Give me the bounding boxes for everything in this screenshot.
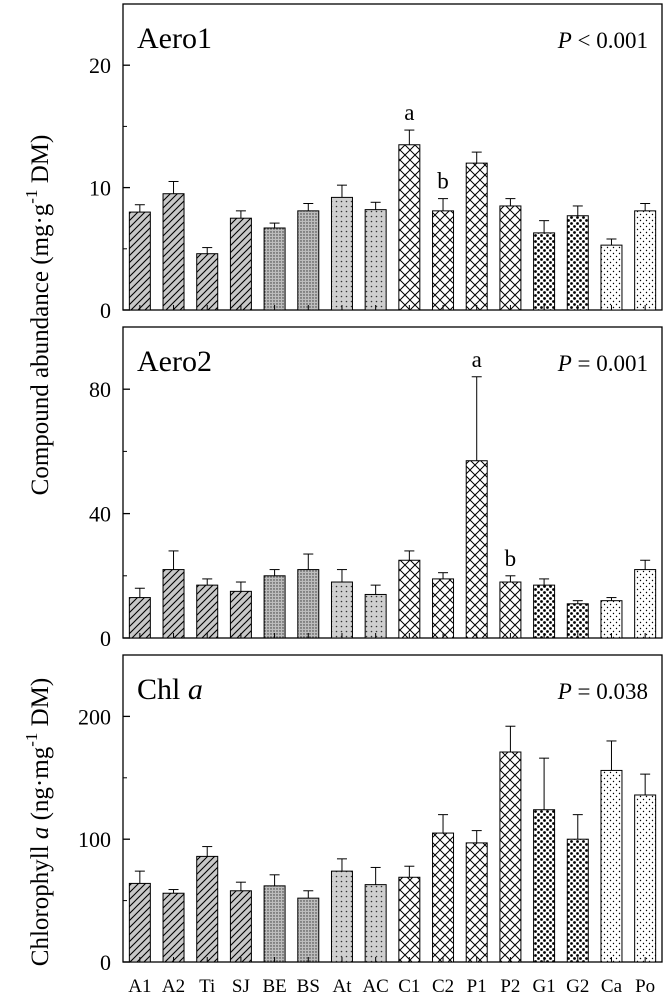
panel-title: Aero2 (137, 345, 212, 378)
bar-G1 (533, 809, 556, 963)
bar-Ca (600, 600, 623, 639)
bar-SJ (229, 590, 252, 639)
x-category-label: A2 (162, 976, 185, 997)
bar-Ti (196, 855, 219, 963)
bar-G2 (566, 838, 589, 963)
bar-BS (297, 210, 320, 311)
x-category-label: A1 (128, 976, 151, 997)
y-tick-label: 200 (78, 704, 111, 729)
y-tick-label: 0 (100, 950, 111, 975)
x-category-label: BE (262, 976, 286, 997)
bar-Ca (600, 769, 623, 963)
bar-Po (634, 210, 657, 311)
bar-Po (634, 794, 657, 963)
x-category-label: Ti (199, 976, 215, 997)
bar-BE (263, 885, 286, 963)
bar-P2 (499, 205, 522, 311)
bar-C2 (432, 210, 455, 311)
bar-SJ (229, 217, 252, 311)
bar-At (330, 196, 353, 311)
bar-A2 (162, 569, 185, 639)
significance-letter: b (437, 169, 449, 194)
x-category-label: At (332, 976, 352, 997)
y-tick-label: 80 (89, 377, 111, 402)
x-category-label: C1 (398, 976, 420, 997)
bar-P1 (465, 162, 488, 311)
bar-AC (364, 209, 387, 311)
p-value: P = 0.038 (557, 679, 648, 704)
bar-Ca (600, 244, 623, 311)
bar-G2 (566, 215, 589, 311)
bar-G2 (566, 603, 589, 639)
y-tick-label: 10 (89, 176, 111, 201)
x-category-label: G2 (566, 976, 589, 997)
y-tick-label: 0 (100, 626, 111, 651)
panel-frame (122, 654, 663, 963)
panel-3: 0 100 200 Chl a P = 0.038 A1 A2 Ti SJ BE BS At AC C1 C… (78, 654, 663, 997)
bar-C1 (398, 876, 421, 963)
significance-letter: a (472, 347, 482, 372)
bar-AC (364, 884, 387, 963)
bar-AC (364, 593, 387, 639)
chart-panels: 0 10 20 a b Aero1 P < 0.001 0 40 80 a b Aero2 P = 0.0… (78, 3, 663, 997)
bar-BE (263, 575, 286, 639)
bar-P1 (465, 460, 488, 639)
bar-Po (634, 569, 657, 639)
y-axis-label-chlorophyll: Chlorophyll a (ng·mg-1 DM) (22, 678, 54, 966)
bar-A2 (162, 892, 185, 963)
bar-C2 (432, 578, 455, 639)
x-category-label: SJ (232, 976, 250, 997)
panel-frame (122, 3, 663, 311)
bar-Ti (196, 253, 219, 311)
bar-At (330, 581, 353, 639)
y-tick-label: 100 (78, 827, 111, 852)
x-category-label: Po (635, 976, 655, 997)
bar-A2 (162, 193, 185, 311)
significance-letter: a (404, 100, 414, 125)
bar-BS (297, 569, 320, 639)
x-category-label: G1 (532, 976, 555, 997)
bar-C1 (398, 144, 421, 311)
x-category-label: P1 (467, 976, 487, 997)
y-tick-label: 0 (100, 298, 111, 323)
panel-title: Chl a (137, 673, 203, 706)
bar-A1 (128, 882, 151, 963)
bar-At (330, 870, 353, 963)
bar-A1 (128, 597, 151, 639)
bar-G1 (533, 584, 556, 639)
x-category-label: AC (362, 976, 388, 997)
bar-C2 (432, 832, 455, 963)
x-category-label: Ca (601, 976, 623, 997)
panel-frame (122, 326, 663, 639)
significance-letter: b (505, 546, 517, 571)
x-category-label: BS (297, 976, 320, 997)
bar-P2 (499, 581, 522, 639)
bar-Ti (196, 584, 219, 639)
x-category-label: P2 (500, 976, 520, 997)
bar-BE (263, 227, 286, 311)
x-category-label: C2 (432, 976, 454, 997)
p-value: P = 0.001 (557, 351, 648, 376)
bar-BS (297, 897, 320, 963)
bar-P1 (465, 842, 488, 963)
bar-A1 (128, 211, 151, 311)
p-value: P < 0.001 (557, 28, 648, 53)
panel-2: 0 40 80 a b Aero2 P = 0.001 (89, 326, 663, 651)
bar-P2 (499, 751, 522, 963)
bar-C1 (398, 559, 421, 639)
panel-1: 0 10 20 a b Aero1 P < 0.001 (89, 3, 663, 323)
y-tick-label: 20 (89, 53, 111, 78)
y-axis-label-compound: Compound abundance (mg·g-1 DM) (22, 135, 54, 496)
bar-G1 (533, 232, 556, 311)
y-tick-label: 40 (89, 502, 111, 527)
bar-SJ (229, 890, 252, 963)
panel-title: Aero1 (137, 22, 212, 55)
